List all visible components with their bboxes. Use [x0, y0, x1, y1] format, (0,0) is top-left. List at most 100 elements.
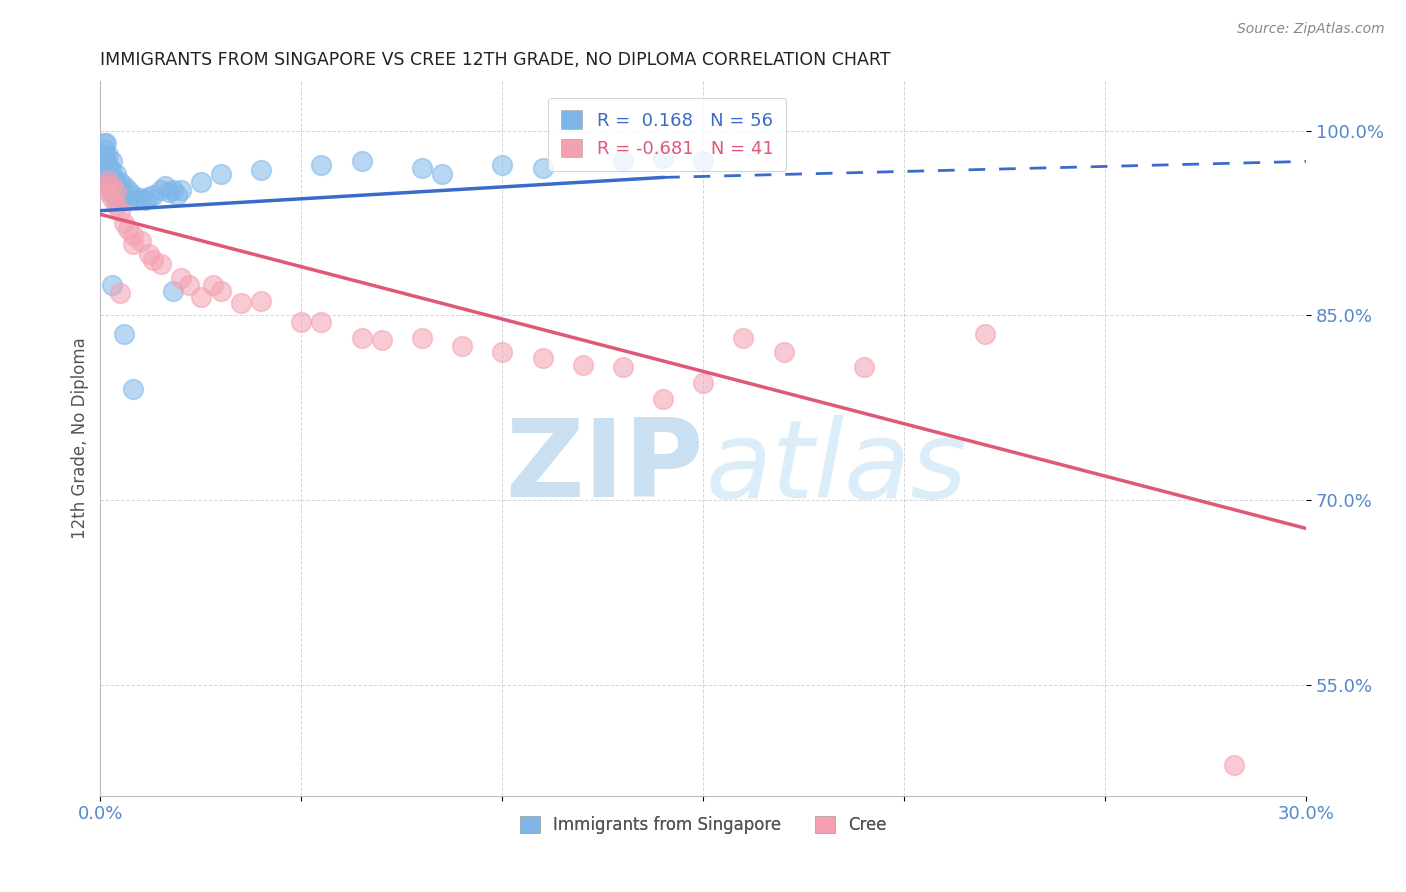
Point [652, 151, 675, 165]
Point [121, 236, 143, 251]
Point [110, 203, 132, 218]
Text: Source: ZipAtlas.com: Source: ZipAtlas.com [1237, 22, 1385, 37]
Point [250, 163, 273, 178]
Point [129, 191, 152, 205]
Point [129, 235, 152, 249]
Point [93, 154, 115, 169]
Point [692, 154, 714, 169]
Point [370, 333, 392, 347]
Point [853, 360, 876, 375]
Point [101, 185, 124, 199]
Point [97, 161, 120, 175]
Point [290, 314, 312, 328]
Point [772, 345, 794, 359]
Point [94, 148, 117, 162]
Point [121, 187, 143, 202]
Point [153, 179, 176, 194]
Point [531, 351, 554, 366]
Point [149, 257, 172, 271]
Point [93, 136, 115, 150]
Point [733, 330, 755, 344]
Point [311, 158, 333, 172]
Point [149, 183, 172, 197]
Point [142, 187, 165, 202]
Point [110, 286, 132, 301]
Point [170, 271, 193, 285]
Point [114, 187, 136, 202]
Point [101, 154, 124, 169]
Point [138, 190, 160, 204]
Point [93, 179, 115, 194]
Point [110, 183, 132, 197]
Y-axis label: 12th Grade, No Diploma: 12th Grade, No Diploma [72, 338, 89, 540]
Point [117, 193, 139, 207]
Point [101, 173, 124, 187]
Point [209, 167, 232, 181]
Point [612, 154, 634, 169]
Point [105, 191, 128, 205]
Point [451, 339, 474, 353]
Point [121, 228, 143, 243]
Legend: Immigrants from Singapore, Cree: Immigrants from Singapore, Cree [513, 810, 893, 841]
Point [250, 293, 273, 308]
Point [350, 154, 373, 169]
Point [229, 296, 252, 310]
Point [134, 193, 156, 207]
Point [114, 326, 136, 341]
Point [652, 392, 675, 406]
Point [117, 222, 139, 236]
Point [166, 187, 188, 202]
Point [94, 136, 117, 150]
Point [138, 247, 160, 261]
Point [209, 284, 232, 298]
Point [97, 173, 120, 187]
Point [162, 183, 184, 197]
Point [571, 358, 593, 372]
Point [105, 175, 128, 189]
Point [110, 191, 132, 205]
Point [170, 183, 193, 197]
Point [97, 179, 120, 194]
Point [350, 330, 373, 344]
Point [97, 148, 120, 162]
Point [93, 142, 115, 156]
Point [491, 345, 513, 359]
Point [100, 161, 122, 175]
Point [117, 183, 139, 197]
Point [177, 277, 200, 292]
Point [114, 216, 136, 230]
Point [101, 277, 124, 292]
Point [190, 290, 212, 304]
Point [162, 284, 184, 298]
Point [105, 185, 128, 199]
Point [96, 167, 118, 181]
Point [411, 161, 433, 175]
Point [142, 252, 165, 267]
Point [491, 158, 513, 172]
Text: atlas: atlas [706, 415, 967, 520]
Point [121, 382, 143, 396]
Point [105, 167, 128, 181]
Point [190, 175, 212, 189]
Point [201, 277, 224, 292]
Point [311, 314, 333, 328]
Point [97, 185, 120, 199]
Point [101, 167, 124, 181]
Point [103, 179, 125, 194]
Point [96, 154, 118, 169]
Point [97, 173, 120, 187]
Point [105, 197, 128, 211]
Point [411, 330, 433, 344]
Point [125, 193, 148, 207]
Text: IMMIGRANTS FROM SINGAPORE VS CREE 12TH GRADE, NO DIPLOMA CORRELATION CHART: IMMIGRANTS FROM SINGAPORE VS CREE 12TH G… [100, 51, 891, 69]
Point [101, 191, 124, 205]
Point [101, 179, 124, 194]
Point [531, 161, 554, 175]
Point [612, 360, 634, 375]
Point [1223, 758, 1246, 772]
Point [973, 326, 995, 341]
Point [692, 376, 714, 391]
Point [114, 179, 136, 194]
Text: ZIP: ZIP [505, 414, 703, 520]
Point [110, 175, 132, 189]
